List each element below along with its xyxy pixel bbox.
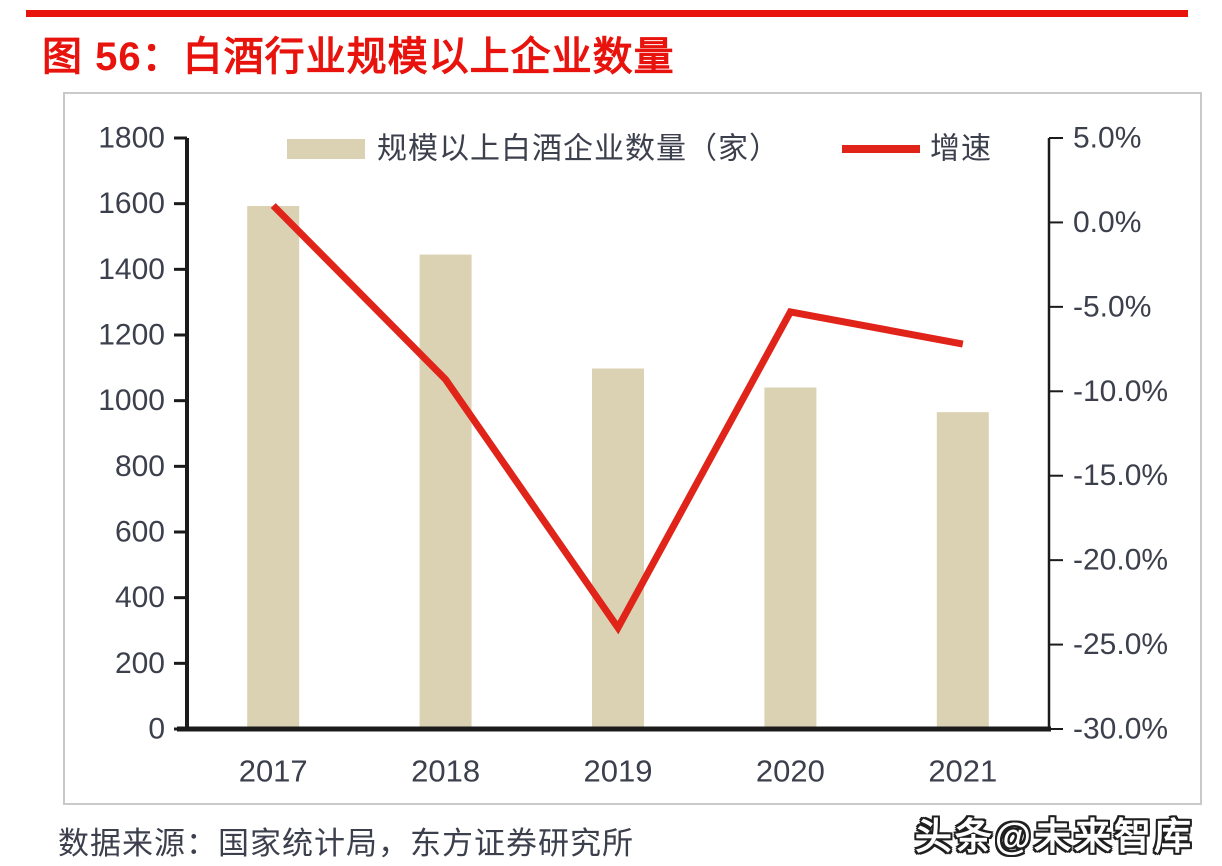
right-axis-tick-label: 5.0%: [1073, 122, 1141, 155]
left-axis-tick-label: 600: [115, 516, 165, 549]
right-axis-tick-label: -30.0%: [1073, 713, 1168, 746]
right-axis-tick-label: 0.0%: [1073, 206, 1141, 239]
bar-2020: [764, 387, 817, 729]
x-axis-label-2019: 2019: [584, 754, 653, 789]
right-axis-tick-label: -10.0%: [1073, 375, 1168, 408]
x-axis-label-2021: 2021: [928, 754, 997, 789]
header-rule: [26, 10, 1188, 17]
right-axis-tick-label: -20.0%: [1073, 544, 1168, 577]
left-axis-tick-label: 1200: [98, 319, 165, 352]
combo-chart: 1800 1600 1400 1200 1000 800 600 400 200 0 5.0% 0.0…: [98, 122, 1168, 789]
right-axis-tick-label: -15.0%: [1073, 459, 1168, 492]
left-axis-tick-label: 1400: [98, 253, 165, 286]
x-axis-label-2018: 2018: [411, 754, 480, 789]
right-axis-tick-label: -5.0%: [1073, 290, 1151, 323]
left-axis-tick-label: 400: [115, 581, 165, 614]
watermark: 头条@未来智库: [914, 816, 1194, 857]
bar-2018: [419, 254, 472, 729]
left-axis-tick-label: 0: [148, 713, 165, 746]
bar-2021: [936, 412, 989, 729]
right-axis-tick-label: -25.0%: [1073, 628, 1168, 661]
chart-panel: 1800 1600 1400 1200 1000 800 600 400 200 0 5.0% 0.0…: [63, 92, 1202, 805]
legend-bar-swatch: [287, 139, 365, 159]
legend-bar-label: 规模以上白酒企业数量（家）: [377, 133, 780, 166]
left-axis-tick-label: 1600: [98, 187, 165, 220]
left-axis-tick-label: 1800: [98, 122, 165, 155]
x-axis-label-2017: 2017: [239, 754, 308, 789]
data-source: 数据来源：国家统计局，东方证券研究所: [58, 826, 634, 861]
growth-line: [270, 203, 964, 635]
left-axis-tick-label: 1000: [98, 384, 165, 417]
figure-title: 图 56：白酒行业规模以上企业数量: [42, 35, 675, 79]
bar-2017: [247, 205, 300, 730]
left-axis-tick-label: 200: [115, 647, 165, 680]
bar-2019: [592, 368, 644, 729]
x-axis-label-2020: 2020: [756, 754, 825, 789]
left-axis-tick-label: 800: [115, 450, 165, 483]
legend-line-label: 增速: [930, 133, 992, 166]
